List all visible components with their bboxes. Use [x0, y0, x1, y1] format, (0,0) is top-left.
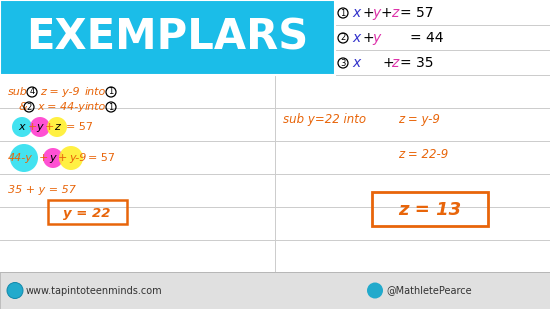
Circle shape: [10, 144, 38, 172]
Text: = 57: = 57: [400, 6, 433, 20]
Text: x: x: [352, 31, 360, 45]
Text: z: z: [54, 122, 60, 132]
Text: y: y: [372, 6, 380, 20]
Text: www.tapintoteenminds.com: www.tapintoteenminds.com: [26, 286, 163, 295]
Text: sub y=22 into: sub y=22 into: [283, 113, 366, 126]
Text: x: x: [352, 6, 360, 20]
Text: sub: sub: [8, 87, 28, 97]
Text: y: y: [37, 122, 43, 132]
Text: @MathletePearce: @MathletePearce: [386, 286, 472, 295]
Text: = 35: = 35: [400, 56, 433, 70]
Text: = 57: = 57: [66, 122, 93, 132]
Circle shape: [47, 117, 67, 137]
Text: x: x: [19, 122, 25, 132]
Text: 2: 2: [26, 103, 32, 112]
Text: y-9: y-9: [69, 153, 86, 163]
Text: 4: 4: [29, 87, 35, 96]
Text: z = 13: z = 13: [398, 201, 461, 219]
Text: z: z: [391, 56, 398, 70]
Text: 44-y: 44-y: [8, 153, 33, 163]
Text: y = 22: y = 22: [63, 206, 111, 219]
Text: x = 44-y: x = 44-y: [37, 102, 85, 112]
Circle shape: [367, 282, 383, 298]
Bar: [0, 272, 550, 309]
Text: +: +: [381, 6, 393, 20]
Text: &: &: [18, 102, 26, 112]
Circle shape: [12, 117, 32, 137]
Text: 1: 1: [108, 87, 114, 96]
Text: +: +: [45, 122, 54, 132]
Circle shape: [43, 148, 63, 168]
Text: +: +: [57, 153, 67, 163]
Text: = 44: = 44: [410, 31, 443, 45]
Text: 3: 3: [340, 58, 346, 67]
Text: z = 22-9: z = 22-9: [398, 149, 448, 162]
Bar: [0, 0, 335, 75]
Text: 1: 1: [108, 103, 114, 112]
Text: y: y: [372, 31, 380, 45]
Circle shape: [7, 282, 23, 298]
Text: z = y-9: z = y-9: [398, 113, 440, 126]
Text: into: into: [85, 102, 106, 112]
Text: +: +: [362, 31, 373, 45]
Text: 35 + y = 57: 35 + y = 57: [8, 185, 76, 195]
Circle shape: [59, 146, 83, 170]
Text: +: +: [39, 153, 48, 163]
Text: z: z: [391, 6, 398, 20]
Text: = 57: = 57: [88, 153, 115, 163]
Text: x: x: [352, 56, 360, 70]
Circle shape: [30, 117, 50, 137]
Text: z = y-9: z = y-9: [40, 87, 80, 97]
Text: into: into: [85, 87, 106, 97]
Text: 1: 1: [340, 9, 345, 18]
Text: +: +: [28, 122, 37, 132]
Text: 2: 2: [340, 33, 345, 43]
Text: y: y: [50, 153, 56, 163]
Text: +: +: [362, 6, 373, 20]
Text: +: +: [382, 56, 394, 70]
Text: EXEMPLARS: EXEMPLARS: [26, 16, 309, 58]
